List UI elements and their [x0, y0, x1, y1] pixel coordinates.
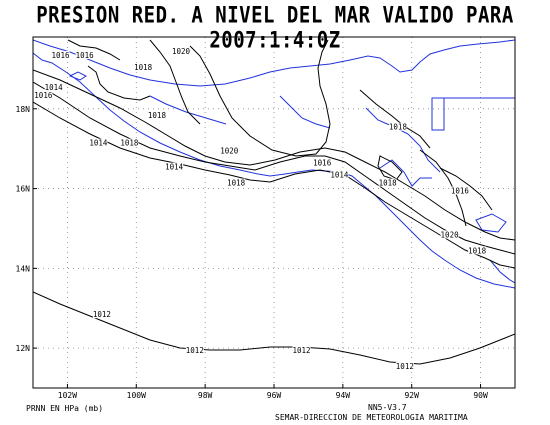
y-tick-label: 18N	[16, 105, 31, 114]
isobar-label-background	[165, 162, 184, 171]
map-title: PRESION RED. A NIVEL DEL MAR VALIDO PARA…	[36, 2, 514, 54]
isobar-1016-east	[439, 167, 493, 211]
river-grijalva	[365, 107, 441, 173]
source-label: SEMAR-DIRECCION DE METEOROLOGIA MARITIMA	[275, 413, 468, 422]
isobar-label-background	[89, 138, 108, 147]
x-tick-label: 96W	[267, 391, 282, 400]
isobar-label-background	[468, 246, 487, 255]
isobar-1018-coast	[33, 69, 515, 241]
river-papaloapan	[279, 95, 331, 129]
isobar-label-background	[313, 158, 332, 167]
x-tick-label: 90W	[473, 391, 488, 400]
axis-ticks: 102W 100W 98W 96W 94W 92W 90W 18N 16N 14N 12N	[16, 105, 488, 400]
isobar-1018-east	[359, 89, 431, 149]
isobar-label-background	[120, 138, 139, 147]
isobar-label: 1012	[93, 310, 111, 319]
isobar-label: 1018	[379, 179, 398, 188]
isobar-label-background	[450, 186, 469, 195]
isobar-1018-guatemala	[377, 155, 403, 181]
isobar-label: 1014	[89, 139, 108, 148]
isobar-1014-loop	[87, 65, 151, 101]
isobar-label: 1016	[76, 51, 95, 60]
isobar-label: 1016	[451, 187, 470, 196]
y-tick-label: 16N	[16, 185, 31, 194]
x-tick-label: 94W	[336, 391, 351, 400]
isobar-label: 1014	[45, 83, 64, 92]
coastal-outline-east	[489, 259, 515, 284]
isobar-label-background	[185, 346, 204, 355]
isobar-label-background	[395, 362, 414, 371]
isobar-label: 1016	[313, 159, 332, 168]
isobar-label: 1018	[134, 63, 153, 72]
lake-central-america	[475, 213, 507, 233]
x-tick-label: 102W	[58, 391, 77, 400]
isobar-label-background	[227, 178, 246, 187]
isobar-label-background	[292, 346, 311, 355]
isobar-1014-coast	[33, 101, 515, 269]
gridlines	[33, 37, 515, 388]
isobar-label: 1012	[293, 346, 311, 355]
unit-label: PRNN EN HPa (mb)	[26, 404, 104, 413]
isobar-1020-east	[419, 149, 467, 227]
isobar-label-background	[172, 46, 191, 55]
isobar-label: 1016	[34, 91, 53, 100]
isobar-label-background	[147, 110, 166, 119]
y-tick-label: 14N	[16, 264, 31, 273]
coastlines	[33, 39, 515, 289]
isobar-label: 1014	[330, 171, 349, 180]
isobar-label: 1012	[186, 346, 204, 355]
isobar-1018-north	[149, 39, 201, 125]
yucatan-border	[431, 97, 515, 131]
isobar-label: 1018	[468, 246, 487, 255]
isobar-1016-north	[67, 39, 121, 61]
model-label: NN5-V3.7	[368, 403, 407, 412]
isobar-label-background	[388, 122, 407, 131]
x-tick-label: 92W	[404, 391, 419, 400]
isobar-label: 1014	[165, 163, 184, 172]
isobar-1012-south	[33, 291, 515, 365]
isobar-label: 1020	[172, 47, 191, 56]
isobar-label-background	[134, 62, 153, 71]
gulf-coastline	[33, 39, 515, 87]
isobar-label-background	[330, 170, 349, 179]
isobar-label: 1018	[389, 123, 408, 132]
isobar-label-background	[44, 82, 63, 91]
isobar-label-background	[378, 178, 397, 187]
pacific-coastline	[33, 52, 515, 289]
isobar-1020-center	[189, 39, 331, 157]
isobar-label-background	[92, 310, 111, 319]
isobar-label-background	[220, 146, 239, 155]
x-tick-label: 100W	[127, 391, 146, 400]
isobar-label-background	[51, 50, 70, 59]
isobar-label: 1020	[220, 147, 239, 156]
isobar-label: 1020	[441, 230, 460, 239]
isobar-label: 1018	[227, 179, 246, 188]
isobar-label: 1018	[148, 111, 167, 120]
isobar-label-background	[75, 50, 94, 59]
isobar-label: 1012	[396, 362, 414, 371]
lake-chapala	[68, 71, 87, 81]
isobar-label-background	[440, 230, 459, 239]
isobar-label: 1016	[52, 51, 71, 60]
river-balsas	[149, 95, 227, 125]
isobar-label: 1018	[120, 139, 139, 148]
y-tick-label: 12N	[16, 344, 31, 353]
isobar-label-background	[34, 90, 53, 99]
x-tick-label: 98W	[198, 391, 213, 400]
